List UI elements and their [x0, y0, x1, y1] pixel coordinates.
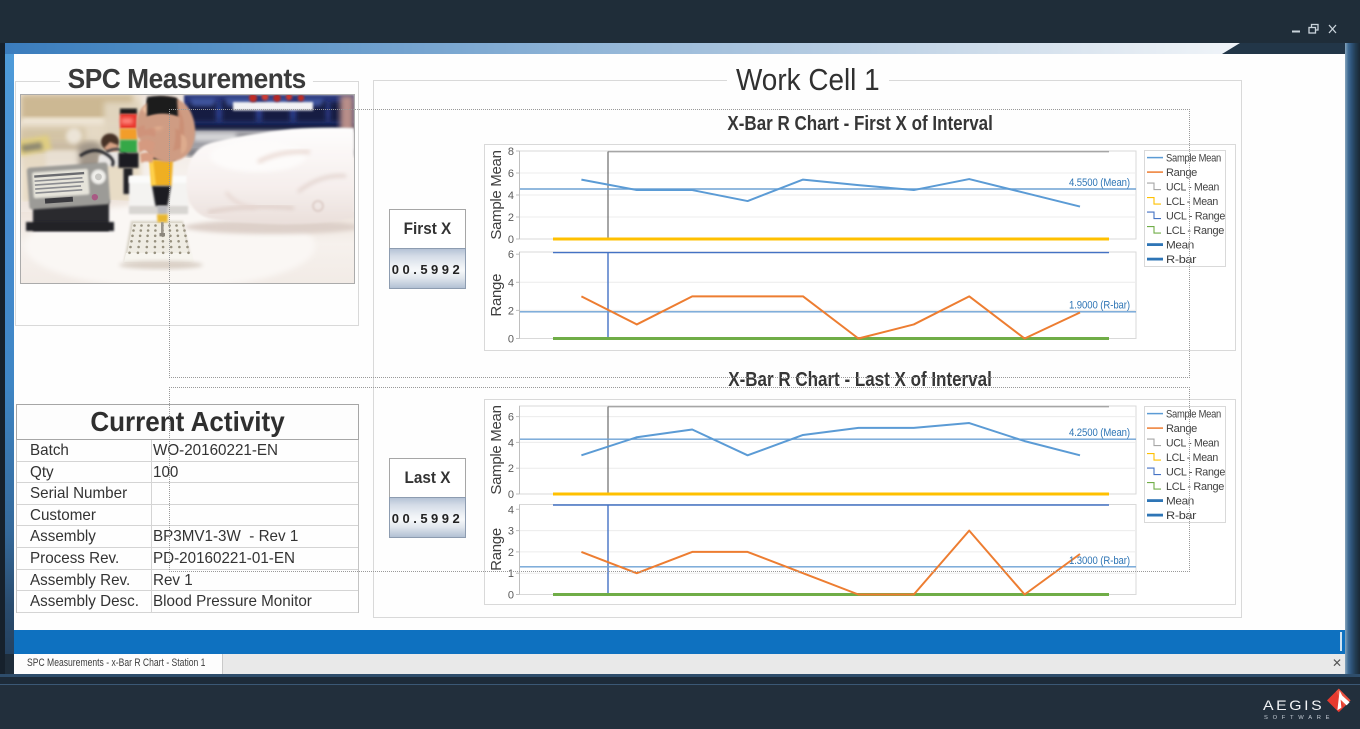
- svg-text:Range: Range: [488, 274, 505, 317]
- svg-text:6: 6: [508, 249, 514, 261]
- svg-text:Range: Range: [488, 528, 505, 571]
- svg-text:1: 1: [508, 568, 514, 580]
- svg-text:1.3000 (R-bar): 1.3000 (R-bar): [1069, 555, 1130, 567]
- svg-text:Mean: Mean: [1166, 240, 1194, 252]
- svg-text:Sample Mean: Sample Mean: [488, 405, 505, 494]
- svg-text:Sample Mean: Sample Mean: [1166, 153, 1221, 165]
- svg-text:0: 0: [508, 489, 514, 501]
- svg-text:Mean: Mean: [1166, 496, 1194, 508]
- svg-text:R-bar: R-bar: [1166, 510, 1197, 522]
- svg-text:UCL - Mean: UCL - Mean: [1166, 182, 1219, 194]
- svg-text:4: 4: [508, 437, 514, 449]
- svg-text:LCL - Mean: LCL - Mean: [1166, 196, 1218, 208]
- svg-text:6: 6: [508, 168, 514, 180]
- svg-text:AEGIS: AEGIS: [1263, 699, 1324, 714]
- svg-text:UCL - Range: UCL - Range: [1166, 467, 1225, 479]
- svg-text:Sample Mean: Sample Mean: [1166, 409, 1221, 421]
- svg-text:3: 3: [508, 526, 514, 538]
- svg-text:Sample Mean: Sample Mean: [488, 150, 505, 239]
- svg-text:LCL - Mean: LCL - Mean: [1166, 452, 1218, 464]
- svg-text:4: 4: [508, 504, 514, 516]
- svg-text:2: 2: [508, 305, 514, 317]
- svg-text:4: 4: [508, 277, 514, 289]
- svg-text:0: 0: [508, 590, 514, 602]
- svg-text:UCL - Range: UCL - Range: [1166, 211, 1225, 223]
- svg-text:2: 2: [508, 547, 514, 559]
- svg-text:LCL - Range: LCL - Range: [1166, 225, 1224, 237]
- svg-text:0: 0: [508, 234, 514, 246]
- svg-text:4: 4: [508, 190, 514, 202]
- svg-text:0: 0: [508, 334, 514, 346]
- svg-text:4.2500 (Mean): 4.2500 (Mean): [1069, 427, 1130, 439]
- svg-text:6: 6: [508, 412, 514, 424]
- svg-text:4.5500 (Mean): 4.5500 (Mean): [1069, 177, 1130, 189]
- svg-text:8: 8: [508, 146, 514, 158]
- svg-text:LCL - Range: LCL - Range: [1166, 481, 1224, 493]
- svg-text:UCL - Mean: UCL - Mean: [1166, 438, 1219, 450]
- svg-text:SOFTWARE: SOFTWARE: [1264, 715, 1334, 721]
- svg-text:1.9000 (R-bar): 1.9000 (R-bar): [1069, 300, 1130, 312]
- svg-text:2: 2: [508, 463, 514, 475]
- svg-text:2: 2: [508, 212, 514, 224]
